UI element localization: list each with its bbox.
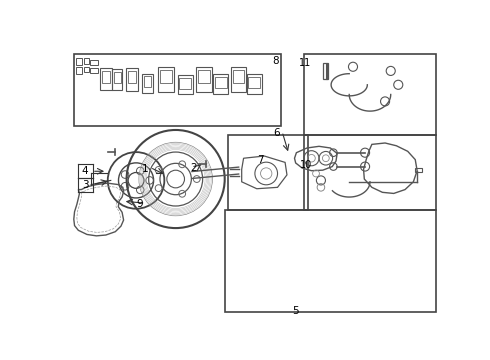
Text: 3: 3: [82, 180, 88, 190]
Bar: [90, 60, 98, 65]
Text: 6: 6: [273, 128, 280, 138]
Bar: [128, 71, 136, 83]
Bar: [160, 69, 172, 83]
Bar: [415, 168, 422, 172]
Bar: [144, 76, 151, 87]
Bar: [198, 69, 210, 83]
Text: 1: 1: [142, 164, 149, 174]
Bar: [114, 72, 121, 83]
Bar: [248, 77, 260, 88]
Bar: [228, 135, 308, 210]
Bar: [74, 54, 281, 126]
Bar: [225, 210, 436, 312]
Bar: [84, 67, 89, 72]
Bar: [90, 68, 98, 73]
Bar: [304, 54, 436, 135]
Bar: [323, 63, 328, 79]
Bar: [102, 71, 110, 83]
Bar: [75, 58, 82, 66]
Text: 2: 2: [191, 163, 197, 174]
Bar: [84, 58, 89, 64]
Text: 11: 11: [299, 58, 312, 68]
Bar: [75, 67, 82, 74]
Text: 4: 4: [82, 166, 88, 176]
Bar: [215, 77, 226, 88]
Bar: [179, 78, 191, 89]
Text: 5: 5: [292, 306, 298, 316]
Bar: [233, 69, 244, 83]
Bar: [304, 135, 436, 210]
Text: 7: 7: [257, 155, 264, 165]
Text: 8: 8: [272, 56, 279, 66]
Text: 9: 9: [136, 199, 143, 209]
Text: 10: 10: [300, 159, 312, 170]
